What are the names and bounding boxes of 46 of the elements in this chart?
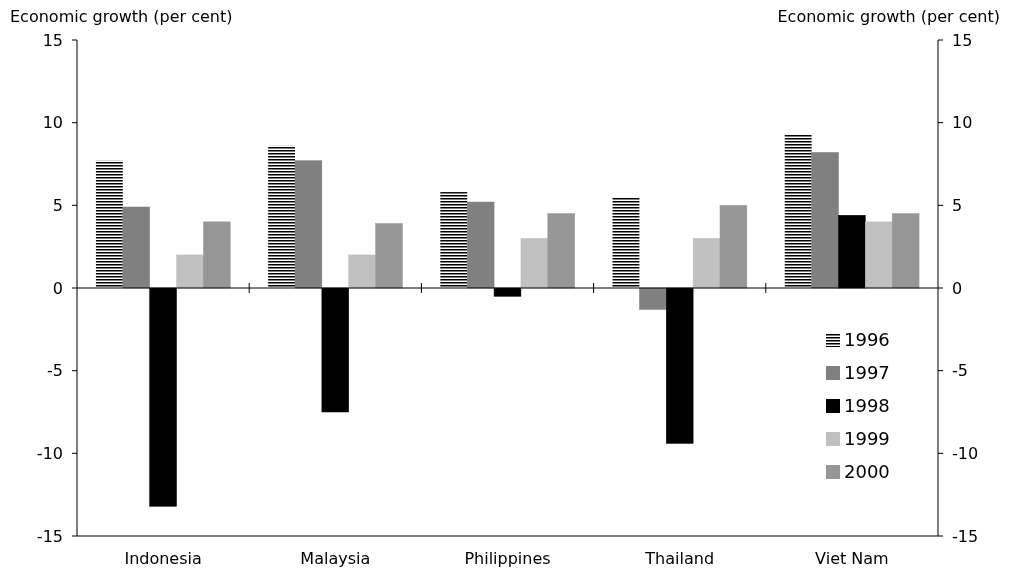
bar [784, 134, 812, 288]
y-tick-label: 15 [42, 30, 63, 50]
bar [466, 201, 495, 289]
y2-tick-label: 10 [952, 113, 973, 133]
bar [375, 223, 403, 289]
bar [294, 160, 323, 289]
bar [547, 213, 575, 289]
y2-tick-label: 15 [952, 30, 973, 50]
y2-axis-title: Economic growth (per cent) [777, 7, 1000, 26]
bar [692, 238, 721, 289]
bar [612, 197, 640, 288]
bar [440, 192, 468, 288]
bar [639, 287, 667, 310]
legend-label: 1996 [844, 329, 890, 351]
y2-tick-label: -10 [952, 443, 979, 463]
bar [176, 254, 204, 289]
legend-label: 1999 [844, 428, 890, 450]
legend-label: 1997 [844, 362, 890, 384]
y2-tick-label: -5 [952, 361, 968, 381]
y-tick-label: -5 [47, 361, 63, 381]
x-tick-label: Viet Nam [815, 549, 889, 568]
y-tick-label: -15 [36, 526, 63, 546]
x-tick-label: Indonesia [124, 549, 202, 568]
x-tick-label: Philippines [464, 549, 551, 568]
bar [122, 206, 150, 289]
y-tick-label: 0 [52, 278, 63, 298]
bar [811, 152, 839, 289]
bar [203, 221, 231, 289]
x-tick-label: Malaysia [300, 549, 371, 568]
bar [95, 160, 123, 288]
x-tick-label: Thailand [644, 549, 715, 568]
bar [865, 221, 893, 289]
y2-tick-label: 5 [952, 195, 963, 215]
bar [719, 205, 748, 289]
bar [268, 145, 296, 288]
bar [891, 213, 920, 289]
y-tick-label: -10 [36, 443, 63, 463]
y2-tick-label: -15 [952, 526, 979, 546]
y-tick-label: 5 [52, 195, 63, 215]
bar [520, 238, 549, 289]
y2-tick-label: 0 [952, 278, 963, 298]
legend-label: 1998 [844, 395, 890, 417]
y-tick-label: 10 [42, 113, 63, 133]
y-axis-title: Economic growth (per cent) [10, 7, 233, 26]
legend-label: 2000 [844, 461, 890, 483]
bar [348, 254, 376, 289]
